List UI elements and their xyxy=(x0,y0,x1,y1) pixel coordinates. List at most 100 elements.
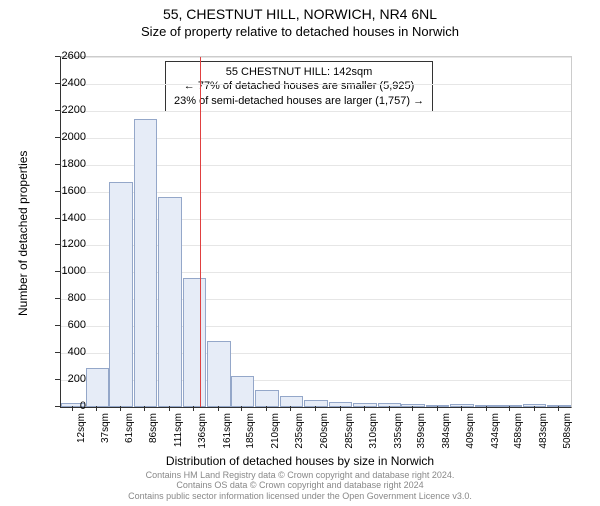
y-tick-mark xyxy=(55,406,60,407)
histogram-bar xyxy=(353,403,377,407)
y-tick-mark xyxy=(55,137,60,138)
x-tick-mark xyxy=(218,406,219,411)
histogram-bar xyxy=(109,182,133,407)
x-tick-mark xyxy=(509,406,510,411)
x-tick-mark xyxy=(290,406,291,411)
footer-line2: Contains OS data © Crown copyright and d… xyxy=(0,480,600,491)
histogram-bar xyxy=(378,403,402,407)
footer-line3: Contains public sector information licen… xyxy=(0,491,600,502)
histogram-bar xyxy=(255,390,279,408)
x-tick-mark xyxy=(437,406,438,411)
y-axis-label: Number of detached properties xyxy=(16,151,30,316)
histogram-bar xyxy=(207,341,231,407)
y-tick-label: 0 xyxy=(46,400,86,412)
x-tick-label: 111sqm xyxy=(173,413,184,453)
x-tick-mark xyxy=(412,406,413,411)
x-tick-label: 384sqm xyxy=(441,413,452,453)
infobox-line2: ← 77% of detached houses are smaller (5,… xyxy=(174,79,424,93)
histogram-bar xyxy=(450,404,474,407)
y-tick-label: 200 xyxy=(46,373,86,385)
x-tick-mark xyxy=(364,406,365,411)
x-tick-label: 434sqm xyxy=(490,413,501,453)
y-tick-mark xyxy=(55,164,60,165)
page-subtitle: Size of property relative to detached ho… xyxy=(0,24,600,39)
x-tick-mark xyxy=(534,406,535,411)
x-tick-label: 86sqm xyxy=(148,413,159,453)
histogram-bar xyxy=(231,376,255,407)
x-tick-mark xyxy=(120,406,121,411)
y-tick-label: 1400 xyxy=(46,212,86,224)
histogram-bar xyxy=(475,405,499,407)
x-tick-label: 12sqm xyxy=(76,413,87,453)
gridline xyxy=(61,57,571,58)
histogram-bar xyxy=(86,368,110,407)
x-tick-mark xyxy=(169,406,170,411)
histogram-bar xyxy=(426,405,450,407)
x-tick-label: 260sqm xyxy=(319,413,330,453)
x-tick-label: 310sqm xyxy=(368,413,379,453)
x-tick-mark xyxy=(461,406,462,411)
x-tick-label: 61sqm xyxy=(124,413,135,453)
histogram-bar xyxy=(183,278,207,407)
gridline xyxy=(61,111,571,112)
x-tick-label: 335sqm xyxy=(393,413,404,453)
y-tick-label: 2200 xyxy=(46,104,86,116)
y-tick-label: 1600 xyxy=(46,185,86,197)
x-tick-mark xyxy=(315,406,316,411)
attribution-footer: Contains HM Land Registry data © Crown c… xyxy=(0,470,600,502)
x-tick-label: 161sqm xyxy=(222,413,233,453)
histogram-bar xyxy=(134,119,158,407)
y-tick-mark xyxy=(55,110,60,111)
histogram-bar xyxy=(498,405,522,407)
y-tick-label: 1800 xyxy=(46,158,86,170)
x-tick-label: 235sqm xyxy=(294,413,305,453)
y-tick-label: 2000 xyxy=(46,131,86,143)
x-axis-label: Distribution of detached houses by size … xyxy=(0,454,600,468)
histogram-bar xyxy=(547,405,571,407)
x-tick-label: 458sqm xyxy=(513,413,524,453)
histogram-bar xyxy=(329,402,353,407)
x-tick-label: 37sqm xyxy=(100,413,111,453)
x-tick-label: 359sqm xyxy=(416,413,427,453)
x-tick-mark xyxy=(340,406,341,411)
y-tick-label: 2600 xyxy=(46,50,86,62)
x-tick-label: 409sqm xyxy=(465,413,476,453)
gridline xyxy=(61,84,571,85)
x-tick-mark xyxy=(389,406,390,411)
histogram-bar xyxy=(280,396,304,407)
y-tick-mark xyxy=(55,244,60,245)
y-tick-label: 1200 xyxy=(46,238,86,250)
x-tick-mark xyxy=(486,406,487,411)
histogram-bar xyxy=(158,197,182,407)
y-tick-mark xyxy=(55,83,60,84)
reference-line xyxy=(200,57,201,407)
y-tick-mark xyxy=(55,325,60,326)
y-tick-mark xyxy=(55,298,60,299)
histogram-chart: 55 CHESTNUT HILL: 142sqm ← 77% of detach… xyxy=(60,56,572,408)
x-tick-mark xyxy=(193,406,194,411)
y-tick-label: 1000 xyxy=(46,265,86,277)
x-tick-label: 285sqm xyxy=(344,413,355,453)
reference-infobox: 55 CHESTNUT HILL: 142sqm ← 77% of detach… xyxy=(165,61,433,112)
y-tick-label: 600 xyxy=(46,319,86,331)
y-tick-mark xyxy=(55,56,60,57)
y-tick-label: 2400 xyxy=(46,77,86,89)
y-tick-mark xyxy=(55,271,60,272)
x-tick-label: 483sqm xyxy=(538,413,549,453)
page-title: 55, CHESTNUT HILL, NORWICH, NR4 6NL xyxy=(0,6,600,22)
infobox-line1: 55 CHESTNUT HILL: 142sqm xyxy=(174,65,424,79)
x-tick-mark xyxy=(144,406,145,411)
infobox-line3: 23% of semi-detached houses are larger (… xyxy=(174,94,424,108)
y-tick-mark xyxy=(55,352,60,353)
y-tick-label: 800 xyxy=(46,292,86,304)
x-tick-label: 508sqm xyxy=(562,413,573,453)
x-tick-label: 210sqm xyxy=(270,413,281,453)
x-tick-mark xyxy=(558,406,559,411)
x-tick-label: 185sqm xyxy=(245,413,256,453)
x-tick-mark xyxy=(266,406,267,411)
y-tick-mark xyxy=(55,379,60,380)
footer-line1: Contains HM Land Registry data © Crown c… xyxy=(0,470,600,481)
y-tick-mark xyxy=(55,191,60,192)
y-tick-mark xyxy=(55,218,60,219)
x-tick-label: 136sqm xyxy=(197,413,208,453)
